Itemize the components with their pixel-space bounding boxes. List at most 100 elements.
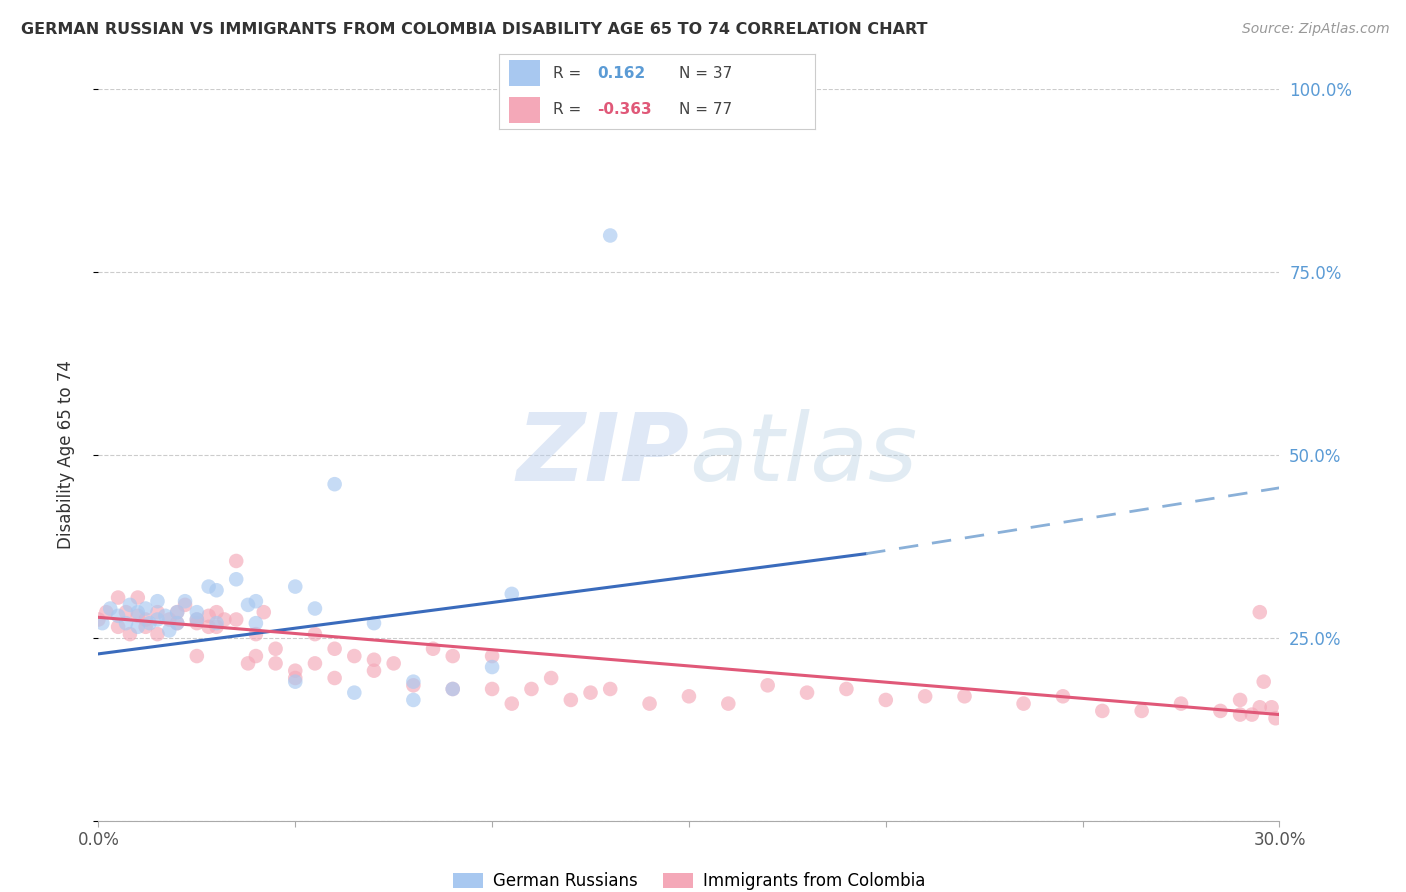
Point (1229, 707, 1251, 722)
Point (540, 671, 562, 685)
Point (236, 598, 259, 612)
Point (91, 616, 114, 631)
Point (146, 627, 169, 641)
Y-axis label: Disability Age 65 to 74: Disability Age 65 to 74 (56, 360, 75, 549)
Text: Source: ZipAtlas.com: Source: ZipAtlas.com (1241, 22, 1389, 37)
Point (146, 605, 169, 619)
Text: R =: R = (553, 66, 581, 81)
Point (382, 657, 405, 671)
Point (107, 591, 129, 605)
Point (835, 681, 858, 696)
Point (875, 693, 897, 707)
Point (118, 598, 141, 612)
Point (264, 657, 287, 671)
Point (560, 693, 582, 707)
Point (186, 649, 208, 664)
Point (157, 613, 180, 627)
Text: ZIP: ZIP (516, 409, 689, 501)
Text: 0.162: 0.162 (598, 66, 645, 81)
Point (96, 605, 118, 619)
Point (1130, 704, 1153, 718)
Point (1052, 690, 1074, 704)
Point (197, 580, 219, 594)
Text: R =: R = (553, 102, 581, 117)
Point (127, 620, 149, 634)
Point (323, 641, 346, 656)
Point (914, 690, 936, 704)
Point (115, 605, 138, 619)
Point (245, 649, 267, 664)
Point (166, 605, 188, 619)
Text: atlas: atlas (689, 409, 917, 500)
Point (253, 605, 276, 619)
Text: GERMAN RUSSIAN VS IMMIGRANTS FROM COLOMBIA DISABILITY AGE 65 TO 74 CORRELATION C: GERMAN RUSSIAN VS IMMIGRANTS FROM COLOMB… (21, 22, 928, 37)
Point (304, 601, 326, 615)
Point (127, 608, 149, 623)
Legend: German Russians, Immigrants from Colombia: German Russians, Immigrants from Colombi… (446, 865, 932, 892)
Point (115, 616, 138, 631)
Point (166, 616, 188, 631)
Point (796, 686, 818, 700)
Point (186, 605, 208, 619)
Point (146, 594, 169, 608)
Point (225, 613, 247, 627)
Point (1260, 700, 1282, 714)
Point (205, 583, 228, 598)
Point (284, 580, 307, 594)
Point (678, 690, 700, 704)
Point (174, 598, 197, 612)
Point (422, 641, 444, 656)
FancyBboxPatch shape (509, 96, 540, 122)
Point (118, 627, 141, 641)
Point (1264, 711, 1286, 725)
Point (245, 616, 267, 631)
FancyBboxPatch shape (509, 61, 540, 87)
Point (284, 671, 307, 685)
Point (363, 664, 385, 678)
Point (481, 649, 503, 664)
Point (363, 653, 385, 667)
Point (236, 657, 259, 671)
Point (135, 613, 157, 627)
Point (1249, 605, 1271, 619)
Point (225, 572, 247, 586)
Point (205, 616, 228, 631)
Point (138, 616, 160, 631)
Point (157, 624, 180, 638)
Text: N = 77: N = 77 (679, 102, 733, 117)
Point (579, 686, 602, 700)
Point (264, 641, 287, 656)
Text: N = 37: N = 37 (679, 66, 733, 81)
Point (186, 616, 208, 631)
Point (127, 591, 149, 605)
Text: -0.363: -0.363 (598, 102, 652, 117)
Point (343, 686, 366, 700)
Point (135, 601, 157, 615)
Point (166, 605, 188, 619)
Point (197, 620, 219, 634)
Point (599, 228, 621, 243)
Point (481, 660, 503, 674)
Point (186, 613, 208, 627)
Point (1170, 697, 1192, 711)
Point (1229, 693, 1251, 707)
Point (481, 681, 503, 696)
Point (284, 664, 307, 678)
Point (284, 674, 307, 689)
Point (501, 697, 523, 711)
Point (205, 620, 228, 634)
Point (155, 608, 177, 623)
Point (441, 681, 464, 696)
Point (501, 587, 523, 601)
Point (304, 627, 326, 641)
Point (225, 554, 247, 568)
Point (441, 681, 464, 696)
Point (1091, 704, 1114, 718)
Point (304, 657, 326, 671)
Point (1240, 707, 1263, 722)
Point (146, 613, 169, 627)
Point (245, 594, 267, 608)
Point (107, 620, 129, 634)
Point (717, 697, 740, 711)
Point (214, 613, 236, 627)
